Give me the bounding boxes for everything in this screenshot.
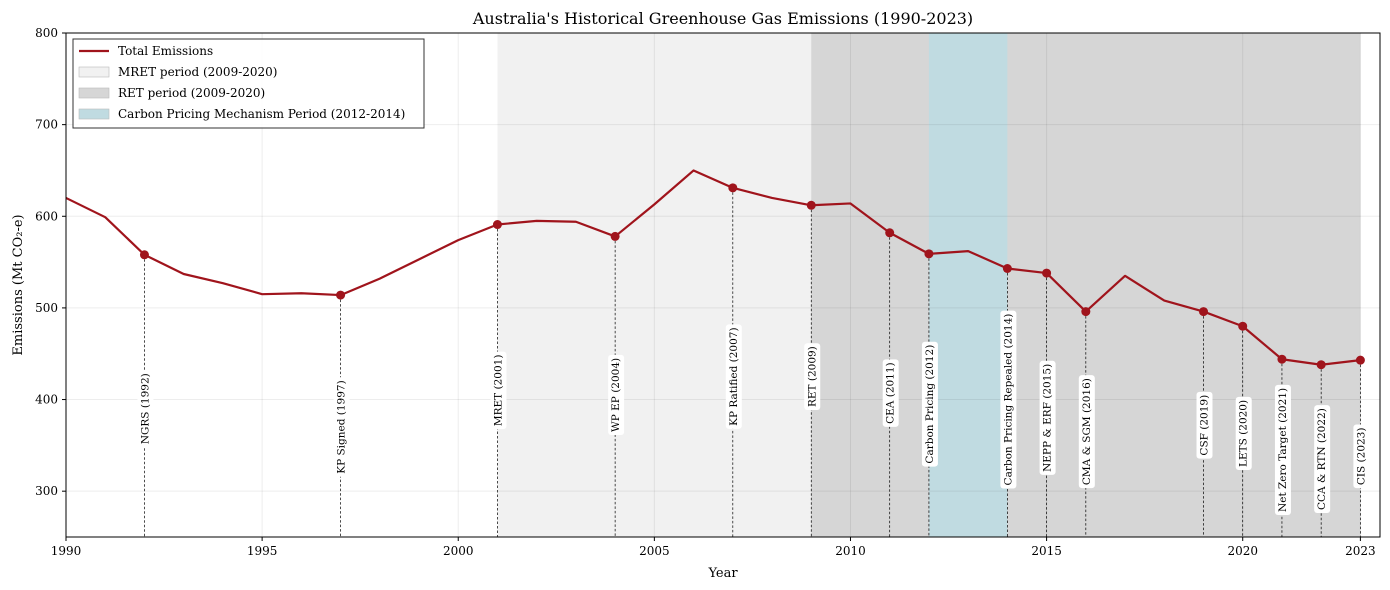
legend-entry-label: RET period (2009-2020)	[118, 86, 265, 100]
x-tick-label: 2000	[443, 544, 474, 558]
annotation-label: CSF (2019)	[1198, 395, 1210, 456]
axes: 1990 1995 2000 2005 2010 2015 2020 2023 300 400 50…	[35, 26, 1376, 558]
event-marker-point	[610, 231, 620, 241]
annotation-label: Net Zero Target (2021)	[1277, 388, 1289, 512]
legend-box	[72, 38, 425, 129]
event-marker-point	[885, 228, 895, 238]
annotation-label-group: KP Ratified (2007)	[725, 324, 742, 429]
annotation-label-group: LETS (2020)	[1235, 396, 1252, 470]
annotation-label: KP Signed (1997)	[336, 380, 348, 473]
x-tick-label: 1995	[247, 544, 278, 558]
annotation-label-group: CEA (2011)	[882, 359, 899, 427]
annotation-label: Carbon Pricing (2012)	[924, 345, 936, 464]
annotation-label: KP Ratified (2007)	[728, 327, 740, 425]
annotation-label: NGRS (1992)	[139, 373, 151, 444]
event-marker-point	[139, 250, 149, 260]
series-layer	[65, 169, 1365, 370]
x-tick-label: 2015	[1031, 544, 1062, 558]
annotation-label-box	[804, 343, 821, 411]
annotation-label-group: Carbon Pricing Repealed (2014)	[1000, 310, 1017, 489]
y-tick-label: 700	[35, 118, 58, 132]
annotation-label-group: WP EP (2004)	[608, 354, 625, 436]
y-tick-label: 400	[35, 393, 58, 407]
x-tick-label: 2010	[835, 544, 866, 558]
annotation-labels: NGRS (1992) KP Signed (1997) MRET (2001) WP…	[137, 310, 1370, 515]
annotation-label: CIS (2023)	[1355, 428, 1367, 486]
annotation-label-box	[725, 324, 742, 429]
annotation-label-box	[1314, 405, 1331, 514]
annotation-label: CEA (2011)	[885, 362, 897, 424]
series-line	[65, 169, 1361, 366]
annotation-label-group: CSF (2019)	[1196, 391, 1213, 459]
annotation-label-group: Carbon Pricing (2012)	[921, 341, 938, 467]
annotation-label-box	[1039, 360, 1056, 475]
legend-patch-swatch	[78, 87, 110, 99]
x-tick-label: 1990	[51, 544, 82, 558]
annotation-label-group: NEPP & ERF (2015)	[1039, 360, 1056, 475]
event-marker-point	[336, 290, 346, 300]
period-spans	[497, 33, 1361, 537]
annotation-label: MRET (2001)	[492, 355, 504, 427]
x-axis-label: Year	[707, 566, 738, 581]
legend-entry-label: Carbon Pricing Mechanism Period (2012-20…	[118, 107, 405, 121]
event-marker-point	[1198, 307, 1208, 317]
chart-title: Australia's Historical Greenhouse Gas Em…	[472, 9, 973, 28]
annotation-label-box	[137, 370, 154, 448]
annotation-label-group: NGRS (1992)	[137, 370, 154, 448]
annotation-label-box	[333, 377, 350, 477]
annotation-label-group: KP Signed (1997)	[333, 377, 350, 477]
annotation-label-box	[1196, 391, 1213, 459]
event-marker-point	[1316, 360, 1326, 370]
event-marker-point	[492, 220, 502, 230]
event-marker-point	[1238, 321, 1248, 331]
annotation-label-group: Net Zero Target (2021)	[1274, 384, 1291, 515]
x-tick-label: 2020	[1227, 544, 1258, 558]
y-tick-label: 300	[35, 484, 58, 498]
y-axis-label: Emissions (Mt CO₂-e)	[11, 214, 26, 355]
span-rect	[928, 33, 1008, 537]
event-marker-point	[806, 200, 816, 210]
y-tick-label: 800	[35, 26, 58, 40]
annotation-label: WP EP (2004)	[610, 358, 622, 432]
legend-entry-label: Total Emissions	[118, 44, 213, 58]
annotation-label-group: CMA & SGM (2016)	[1078, 375, 1095, 489]
annotation-label: RET (2009)	[806, 346, 818, 407]
annotation-label-group: MRET (2001)	[490, 351, 507, 430]
plot-frame	[65, 32, 1381, 538]
annotation-label-box	[1078, 375, 1095, 489]
event-marker-point	[924, 249, 934, 259]
annotation-label-box	[1353, 424, 1370, 489]
event-marker-point	[728, 183, 738, 193]
y-tick-label: 500	[35, 301, 58, 315]
annotation-label-box	[490, 351, 507, 430]
annotation-label-box	[1274, 384, 1291, 515]
legend-patch-swatch	[78, 66, 110, 78]
legend: Total Emissions MRET period (2009-2020) RE…	[72, 38, 425, 129]
event-marker-point	[1081, 307, 1091, 317]
event-marker-point	[1042, 268, 1052, 278]
annotation-label-box	[608, 354, 625, 436]
x-tick-label: 2005	[639, 544, 670, 558]
x-tick-label: 2023	[1345, 544, 1376, 558]
annotation-label: NEPP & ERF (2015)	[1042, 364, 1054, 472]
annotation-label: LETS (2020)	[1238, 400, 1250, 467]
annotation-label-box	[1000, 310, 1017, 489]
legend-patch-swatch	[78, 108, 110, 120]
annotation-label: CCA & RTN (2022)	[1316, 408, 1328, 510]
annotation-label-group: RET (2009)	[804, 343, 821, 411]
annotation-label-box	[882, 359, 899, 427]
annotation-label: Carbon Pricing Repealed (2014)	[1002, 314, 1014, 486]
y-tick-label: 600	[35, 209, 58, 223]
event-marker-point	[1002, 264, 1012, 274]
annotation-label-group: CIS (2023)	[1353, 424, 1370, 489]
annotation-label-box	[921, 341, 938, 467]
annotation-label: CMA & SGM (2016)	[1081, 378, 1093, 485]
annotation-label-box	[1235, 396, 1252, 470]
event-marker-point	[1277, 354, 1287, 364]
annotation-label-group: CCA & RTN (2022)	[1314, 405, 1331, 514]
legend-entry-label: MRET period (2009-2020)	[118, 65, 277, 79]
event-marker-point	[1355, 355, 1365, 365]
